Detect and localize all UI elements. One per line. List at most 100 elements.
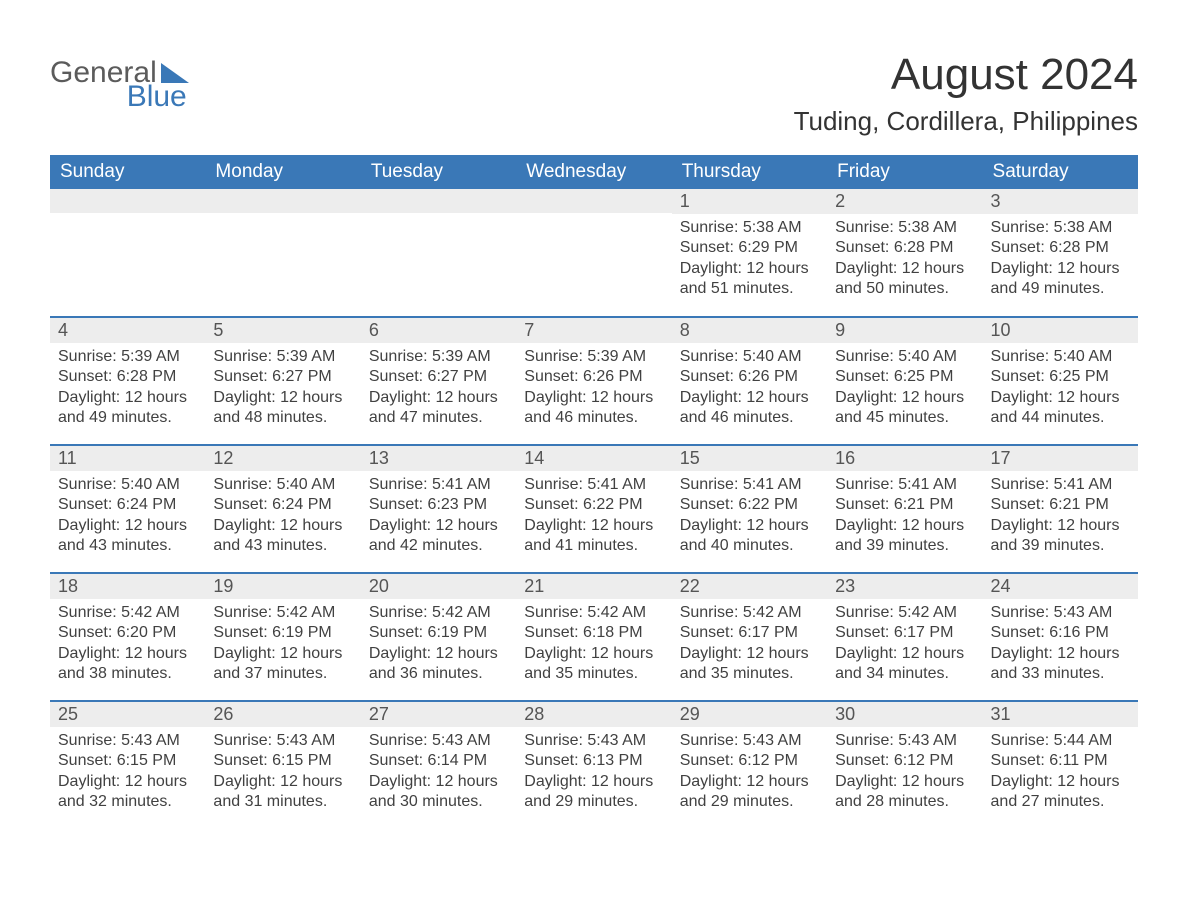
sunset-line: Sunset: 6:16 PM bbox=[991, 623, 1130, 643]
day-number: 28 bbox=[516, 702, 671, 727]
day-details: Sunrise: 5:41 AMSunset: 6:22 PMDaylight:… bbox=[516, 471, 671, 567]
day-cell bbox=[361, 189, 516, 317]
daylight-line: Daylight: 12 hours and 46 minutes. bbox=[524, 388, 663, 429]
sunset-line: Sunset: 6:25 PM bbox=[991, 367, 1130, 387]
day-details: Sunrise: 5:42 AMSunset: 6:18 PMDaylight:… bbox=[516, 599, 671, 695]
sunrise-line: Sunrise: 5:40 AM bbox=[680, 347, 819, 367]
day-number: 7 bbox=[516, 318, 671, 343]
sunrise-line: Sunrise: 5:43 AM bbox=[680, 731, 819, 751]
daylight-line: Daylight: 12 hours and 45 minutes. bbox=[835, 388, 974, 429]
sunrise-line: Sunrise: 5:43 AM bbox=[991, 603, 1130, 623]
sunset-line: Sunset: 6:28 PM bbox=[58, 367, 197, 387]
sunset-line: Sunset: 6:20 PM bbox=[58, 623, 197, 643]
day-cell: 17Sunrise: 5:41 AMSunset: 6:21 PMDayligh… bbox=[983, 445, 1138, 573]
day-details: Sunrise: 5:42 AMSunset: 6:19 PMDaylight:… bbox=[361, 599, 516, 695]
day-cell: 23Sunrise: 5:42 AMSunset: 6:17 PMDayligh… bbox=[827, 573, 982, 701]
day-number: 30 bbox=[827, 702, 982, 727]
day-header: Friday bbox=[827, 155, 982, 189]
daylight-line: Daylight: 12 hours and 51 minutes. bbox=[680, 259, 819, 300]
sunset-line: Sunset: 6:14 PM bbox=[369, 751, 508, 771]
sunset-line: Sunset: 6:17 PM bbox=[835, 623, 974, 643]
sunrise-line: Sunrise: 5:38 AM bbox=[680, 218, 819, 238]
sunset-line: Sunset: 6:13 PM bbox=[524, 751, 663, 771]
daylight-line: Daylight: 12 hours and 29 minutes. bbox=[680, 772, 819, 813]
daylight-line: Daylight: 12 hours and 31 minutes. bbox=[213, 772, 352, 813]
day-details: Sunrise: 5:40 AMSunset: 6:24 PMDaylight:… bbox=[205, 471, 360, 567]
daylight-line: Daylight: 12 hours and 34 minutes. bbox=[835, 644, 974, 685]
sunrise-line: Sunrise: 5:40 AM bbox=[213, 475, 352, 495]
day-number: 4 bbox=[50, 318, 205, 343]
day-details: Sunrise: 5:43 AMSunset: 6:13 PMDaylight:… bbox=[516, 727, 671, 823]
daylight-line: Daylight: 12 hours and 35 minutes. bbox=[680, 644, 819, 685]
empty-day bbox=[361, 189, 516, 213]
daylight-line: Daylight: 12 hours and 46 minutes. bbox=[680, 388, 819, 429]
day-cell: 26Sunrise: 5:43 AMSunset: 6:15 PMDayligh… bbox=[205, 701, 360, 829]
day-details: Sunrise: 5:41 AMSunset: 6:21 PMDaylight:… bbox=[983, 471, 1138, 567]
sunset-line: Sunset: 6:24 PM bbox=[58, 495, 197, 515]
day-details: Sunrise: 5:40 AMSunset: 6:26 PMDaylight:… bbox=[672, 343, 827, 439]
day-details: Sunrise: 5:43 AMSunset: 6:14 PMDaylight:… bbox=[361, 727, 516, 823]
empty-day bbox=[516, 189, 671, 213]
day-number: 20 bbox=[361, 574, 516, 599]
day-details: Sunrise: 5:43 AMSunset: 6:16 PMDaylight:… bbox=[983, 599, 1138, 695]
day-header: Monday bbox=[205, 155, 360, 189]
daylight-line: Daylight: 12 hours and 40 minutes. bbox=[680, 516, 819, 557]
sunrise-line: Sunrise: 5:43 AM bbox=[835, 731, 974, 751]
day-header: Wednesday bbox=[516, 155, 671, 189]
day-details: Sunrise: 5:38 AMSunset: 6:28 PMDaylight:… bbox=[827, 214, 982, 310]
day-cell: 11Sunrise: 5:40 AMSunset: 6:24 PMDayligh… bbox=[50, 445, 205, 573]
daylight-line: Daylight: 12 hours and 37 minutes. bbox=[213, 644, 352, 685]
day-cell: 24Sunrise: 5:43 AMSunset: 6:16 PMDayligh… bbox=[983, 573, 1138, 701]
day-cell: 20Sunrise: 5:42 AMSunset: 6:19 PMDayligh… bbox=[361, 573, 516, 701]
sunset-line: Sunset: 6:17 PM bbox=[680, 623, 819, 643]
daylight-line: Daylight: 12 hours and 42 minutes. bbox=[369, 516, 508, 557]
day-header: Saturday bbox=[983, 155, 1138, 189]
month-title: August 2024 bbox=[794, 50, 1138, 100]
daylight-line: Daylight: 12 hours and 29 minutes. bbox=[524, 772, 663, 813]
day-number: 19 bbox=[205, 574, 360, 599]
day-number: 23 bbox=[827, 574, 982, 599]
day-number: 18 bbox=[50, 574, 205, 599]
day-number: 24 bbox=[983, 574, 1138, 599]
calendar-table: SundayMondayTuesdayWednesdayThursdayFrid… bbox=[50, 155, 1138, 829]
daylight-line: Daylight: 12 hours and 44 minutes. bbox=[991, 388, 1130, 429]
day-details: Sunrise: 5:44 AMSunset: 6:11 PMDaylight:… bbox=[983, 727, 1138, 823]
logo: General Blue bbox=[50, 50, 189, 112]
day-number: 26 bbox=[205, 702, 360, 727]
day-number: 12 bbox=[205, 446, 360, 471]
day-details: Sunrise: 5:39 AMSunset: 6:27 PMDaylight:… bbox=[205, 343, 360, 439]
week-row: 18 Sunrise: 5:42 AM Sunset: 6:20 PM Dayligh… bbox=[50, 573, 1138, 701]
sunset-line: Sunset: 6:28 PM bbox=[991, 238, 1130, 258]
sunset-line: Sunset: 6:19 PM bbox=[213, 623, 352, 643]
daylight-line: Daylight: 12 hours and 43 minutes. bbox=[58, 516, 197, 557]
sunset-line: Sunset: 6:19 PM bbox=[369, 623, 508, 643]
day-details: Sunrise: 5:40 AMSunset: 6:25 PMDaylight:… bbox=[983, 343, 1138, 439]
sunrise-line: Sunrise: 5:42 AM bbox=[680, 603, 819, 623]
day-cell: 18Sunrise: 5:42 AMSunset: 6:20 PMDayligh… bbox=[50, 573, 205, 701]
sunrise-line: Sunrise: 5:42 AM bbox=[369, 603, 508, 623]
day-cell: 31Sunrise: 5:44 AMSunset: 6:11 PMDayligh… bbox=[983, 701, 1138, 829]
day-cell bbox=[50, 189, 205, 317]
day-details: Sunrise: 5:41 AMSunset: 6:21 PMDaylight:… bbox=[827, 471, 982, 567]
sunset-line: Sunset: 6:15 PM bbox=[213, 751, 352, 771]
sunrise-line: Sunrise: 5:39 AM bbox=[58, 347, 197, 367]
empty-day bbox=[205, 189, 360, 213]
sunset-line: Sunset: 6:22 PM bbox=[524, 495, 663, 515]
sunrise-line: Sunrise: 5:42 AM bbox=[213, 603, 352, 623]
sunrise-line: Sunrise: 5:43 AM bbox=[58, 731, 197, 751]
day-header: Sunday bbox=[50, 155, 205, 189]
day-cell: 28Sunrise: 5:43 AMSunset: 6:13 PMDayligh… bbox=[516, 701, 671, 829]
sunrise-line: Sunrise: 5:39 AM bbox=[369, 347, 508, 367]
day-number: 10 bbox=[983, 318, 1138, 343]
day-number: 5 bbox=[205, 318, 360, 343]
day-cell: 12Sunrise: 5:40 AMSunset: 6:24 PMDayligh… bbox=[205, 445, 360, 573]
day-details: Sunrise: 5:39 AMSunset: 6:27 PMDaylight:… bbox=[361, 343, 516, 439]
sunrise-line: Sunrise: 5:38 AM bbox=[835, 218, 974, 238]
day-cell: 30Sunrise: 5:43 AMSunset: 6:12 PMDayligh… bbox=[827, 701, 982, 829]
day-cell: 2Sunrise: 5:38 AMSunset: 6:28 PMDaylight… bbox=[827, 189, 982, 317]
title-block: August 2024 Tuding, Cordillera, Philippi… bbox=[794, 50, 1138, 137]
day-details: Sunrise: 5:42 AMSunset: 6:19 PMDaylight:… bbox=[205, 599, 360, 695]
location-subtitle: Tuding, Cordillera, Philippines bbox=[794, 106, 1138, 137]
sunrise-line: Sunrise: 5:41 AM bbox=[369, 475, 508, 495]
sunrise-line: Sunrise: 5:40 AM bbox=[58, 475, 197, 495]
